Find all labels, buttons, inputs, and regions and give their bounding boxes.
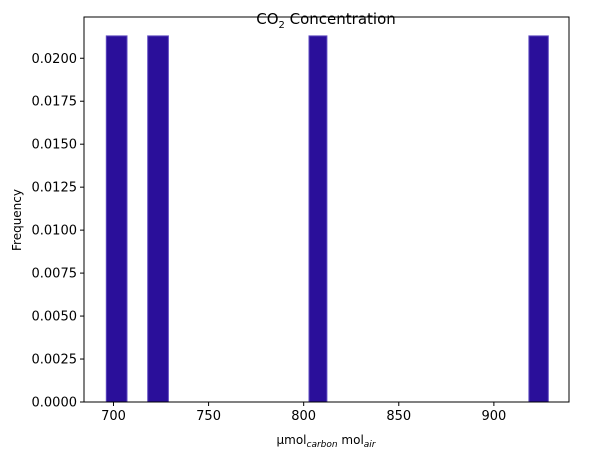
y-tick-label: 0.0200 — [32, 52, 78, 67]
y-tick-label: 0.0175 — [32, 95, 78, 110]
y-tick-label: 0.0100 — [32, 224, 78, 239]
y-tick-label: 0.0150 — [32, 138, 78, 153]
y-axis-label: Frequency — [10, 189, 24, 251]
x-axis-label: µmolcarbon molair — [277, 433, 377, 450]
plot-frame — [83, 16, 570, 403]
y-tick-label: 0.0075 — [32, 267, 78, 282]
histogram-bar-4 — [528, 35, 549, 403]
y-axis: 0.0000 0.0025 0.0050 0.0075 0.0100 0.0125 0.01… — [32, 52, 84, 411]
histogram-bar-3 — [308, 35, 328, 403]
y-tick-label: 0.0125 — [32, 181, 78, 196]
y-tick-label: 0.0025 — [32, 353, 78, 368]
x-tick-label: 850 — [386, 409, 411, 424]
bars-group — [105, 35, 549, 403]
x-axis: 700 750 800 850 900 — [101, 402, 506, 424]
histogram-bar-2 — [147, 35, 169, 403]
y-tick-label: 0.0000 — [32, 396, 78, 411]
x-tick-label: 750 — [196, 409, 221, 424]
x-tick-label: 900 — [481, 409, 506, 424]
x-tick-label: 800 — [291, 409, 316, 424]
y-tick-label: 0.0050 — [32, 310, 78, 325]
chart-title: CO2 Concentration — [256, 10, 396, 31]
x-tick-label: 700 — [101, 409, 126, 424]
histogram-bar-1 — [105, 35, 128, 403]
